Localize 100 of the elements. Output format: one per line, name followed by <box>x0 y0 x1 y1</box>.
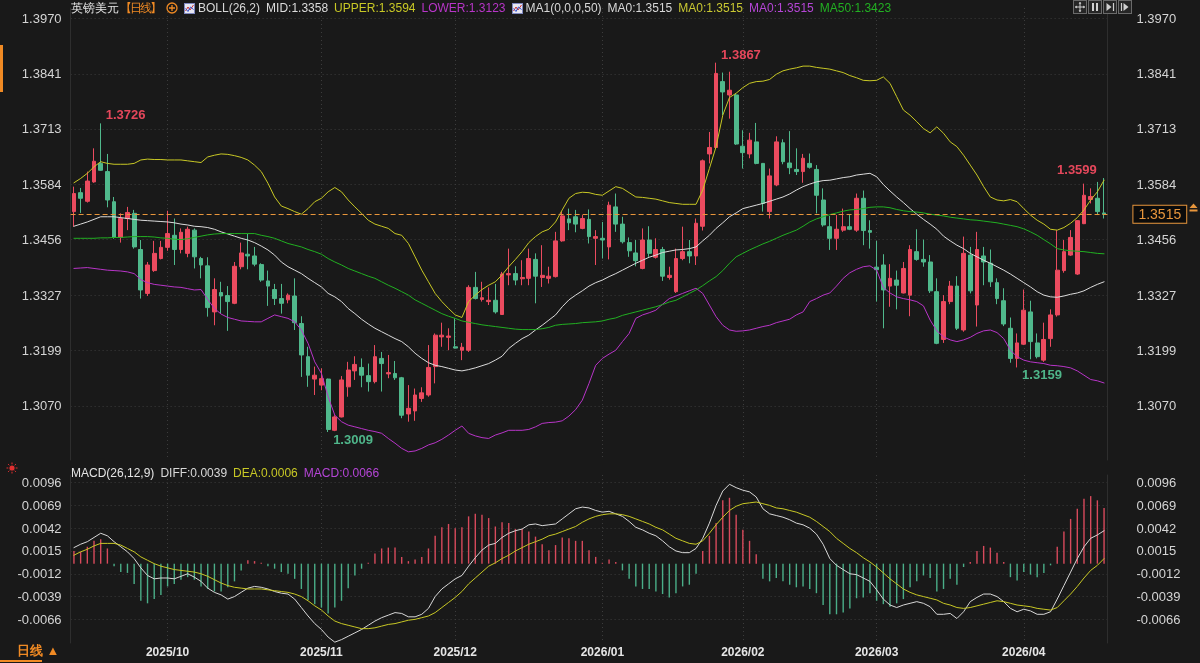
candlestick <box>1001 287 1006 327</box>
candlestick <box>326 378 331 433</box>
candlestick <box>239 242 244 270</box>
text: 日线 ▲ <box>17 643 60 658</box>
candlestick <box>694 218 698 266</box>
x-tick-label: 2026/01 <box>580 645 625 659</box>
annotation: 1.3867 <box>721 46 761 62</box>
candlestick <box>426 344 431 398</box>
candlestick <box>1062 239 1066 274</box>
y2-tick-label: -0.0039 <box>1136 589 1181 605</box>
candlestick <box>607 201 611 260</box>
y-tick-label: 0.0015 <box>21 543 62 559</box>
y-tick-label: -0.0039 <box>17 589 62 605</box>
candlestick <box>640 227 645 270</box>
candlestick <box>1041 322 1046 363</box>
candlestick <box>112 196 116 240</box>
candlestick <box>159 240 163 260</box>
y2-tick-label: 1.3841 <box>1136 66 1177 82</box>
candlestick <box>138 239 143 300</box>
candlestick <box>419 386 424 403</box>
annotation: MA1(0,0,0,50) <box>525 0 602 16</box>
candlestick <box>480 281 484 303</box>
candlestick <box>720 72 725 116</box>
candlestick <box>279 283 284 315</box>
text: UPPER:1.3594 <box>334 0 416 16</box>
candlestick <box>901 261 906 294</box>
candlestick <box>627 236 632 258</box>
line-series <box>73 206 1105 331</box>
y-tick-label: 1.3970 <box>21 10 62 26</box>
candlestick <box>92 147 96 184</box>
y2-tick-label: 0.0042 <box>1136 520 1177 536</box>
y2-tick-label: 1.3199 <box>1136 342 1177 358</box>
y-tick-label: 1.3584 <box>21 177 62 192</box>
candlestick <box>934 277 939 345</box>
candlestick <box>373 344 377 384</box>
chart-title: MACD(26,12,9) <box>71 465 155 481</box>
y-tick-label: 1.3070 <box>21 398 62 414</box>
candlestick <box>1048 308 1053 348</box>
candlestick <box>794 147 799 176</box>
candlestick <box>1015 332 1019 368</box>
candlestick <box>399 376 404 419</box>
candlestick <box>306 346 310 388</box>
candlestick <box>660 246 665 282</box>
text: MA50:1.3423 <box>819 0 892 16</box>
candlestick <box>105 153 110 208</box>
candlestick <box>580 214 585 230</box>
candlestick <box>981 246 986 286</box>
candlestick <box>72 186 76 228</box>
candlestick <box>245 233 250 270</box>
candlestick <box>500 271 504 316</box>
candlestick <box>1102 177 1106 219</box>
y2-tick-label: -0.0066 <box>1136 611 1181 627</box>
candlestick <box>707 131 712 164</box>
candlestick <box>359 357 364 388</box>
candlestick <box>332 414 337 432</box>
annotation: 1.3726 <box>105 107 146 123</box>
candlestick <box>259 262 264 283</box>
candlestick <box>874 240 879 303</box>
candlestick <box>1068 229 1073 257</box>
candlestick <box>1082 183 1086 225</box>
candlestick <box>687 239 692 264</box>
candlestick <box>339 375 344 418</box>
line-series <box>73 501 1105 630</box>
candlestick <box>821 187 826 228</box>
candlestick <box>854 193 859 233</box>
candlestick <box>774 135 779 187</box>
candlestick <box>740 129 745 170</box>
candlestick <box>453 317 458 350</box>
y2-tick-label: 1.3970 <box>1136 10 1177 26</box>
candlestick <box>446 327 451 351</box>
candlestick <box>955 275 959 331</box>
y-tick-label: 1.3841 <box>21 66 62 82</box>
candlestick <box>781 138 785 165</box>
y2-tick-label: 1.3584 <box>1136 177 1177 192</box>
candlestick <box>486 286 491 306</box>
y-tick-label: 1.3713 <box>21 121 62 137</box>
y2-tick-label: 0.0015 <box>1136 543 1177 559</box>
candlestick <box>674 248 678 294</box>
candlestick <box>908 244 912 317</box>
candlestick <box>185 226 190 258</box>
candlestick <box>225 285 230 332</box>
candlestick <box>968 246 973 294</box>
y-tick-label: 0.0042 <box>21 520 62 536</box>
x-tick-label: 2025/11 <box>300 645 344 659</box>
candlestick <box>205 256 210 318</box>
candlestick <box>1008 317 1013 364</box>
ref-line-label: 1.3515 <box>1138 206 1182 223</box>
candlestick <box>165 210 170 252</box>
candlestick <box>379 351 384 393</box>
candlestick <box>807 153 812 170</box>
line-series <box>73 65 1105 319</box>
candlestick <box>767 168 772 219</box>
candlestick <box>961 236 966 333</box>
candlestick <box>299 315 304 378</box>
candlestick <box>219 281 223 315</box>
candlestick <box>179 227 183 254</box>
candlestick <box>995 277 999 305</box>
candlestick <box>466 284 471 353</box>
y2-tick-label: -0.0012 <box>1136 566 1181 582</box>
text: LOWER:1.3123 <box>421 0 506 16</box>
